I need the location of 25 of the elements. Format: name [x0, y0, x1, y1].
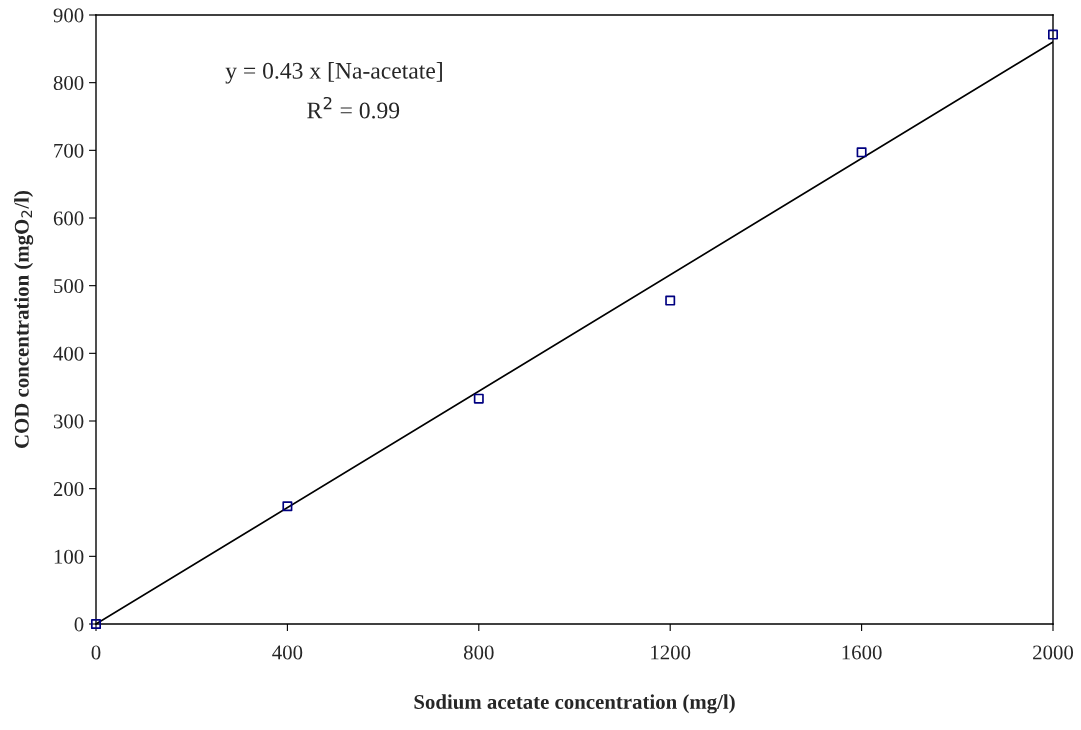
- x-tick-label: 0: [91, 645, 101, 660]
- y-tick-label: 100: [54, 549, 84, 564]
- y-tick-label: 200: [53, 482, 84, 497]
- y-axis-title: COD concentration (mgO$_{2}$/l): [14, 191, 34, 448]
- point: [856, 147, 867, 158]
- point: [473, 393, 484, 404]
- annotation: y = 0.43 x [Na-acetate]: [225, 62, 442, 84]
- x-tick-label: 400: [272, 645, 303, 660]
- x-tick-label: 800: [463, 645, 494, 660]
- annotation: R$^{2}$ = 0.99: [307, 96, 400, 119]
- y-tick-label: 400: [53, 346, 84, 361]
- y-tick-label: 600: [53, 211, 84, 226]
- x-axis-title: Sodium acetate concentration (mg/l): [414, 694, 735, 714]
- y-tick-label: 500: [54, 279, 84, 294]
- y-tick-label: 700: [54, 143, 84, 158]
- point: [282, 501, 293, 512]
- point: [1047, 29, 1059, 40]
- x-tick-label: 2000: [1033, 645, 1074, 660]
- y-tick-label: 0: [74, 617, 84, 632]
- y-tick-label: 300: [53, 414, 84, 429]
- x-tick-label: 1600: [842, 645, 882, 660]
- y-tick-label: 800: [53, 76, 84, 91]
- y-tick-label: 900: [53, 8, 84, 23]
- point: [665, 295, 676, 306]
- x-tick-label: 1200: [651, 645, 691, 660]
